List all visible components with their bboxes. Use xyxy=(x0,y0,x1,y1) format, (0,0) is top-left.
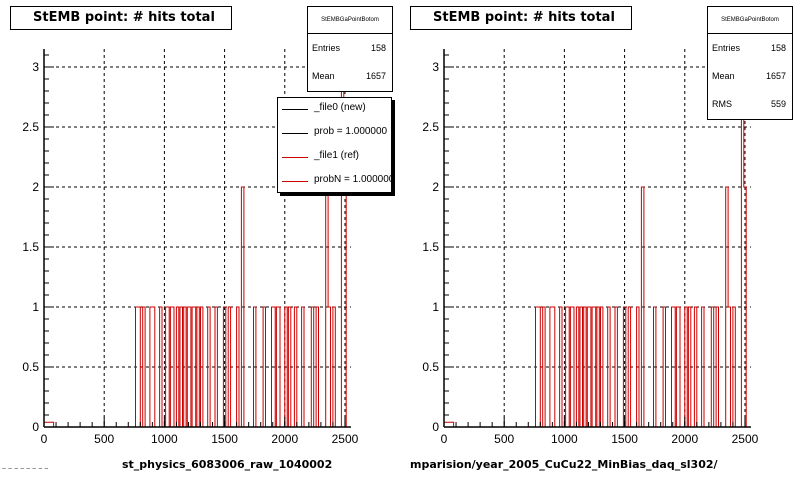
left-stats-mean: Mean 1657 xyxy=(308,62,392,90)
right-y-tick-label: 0 xyxy=(432,420,439,434)
right-plot-title: StEMB point: # hits total xyxy=(410,6,632,30)
right-stats-header: StEMBGaPointBotom xyxy=(708,7,792,34)
legend-swatch xyxy=(282,109,308,110)
right-x-tick-label: 1000 xyxy=(551,432,578,446)
legend-label: prob = 1.000000 xyxy=(314,126,388,137)
right-stats-mean-label: Mean xyxy=(712,71,735,81)
legend-swatch xyxy=(282,157,308,158)
right-stats-mean: Mean 1657 xyxy=(708,62,792,90)
left-y-tick-label: 3 xyxy=(32,60,39,74)
left-stats-mean-value: 1657 xyxy=(365,71,386,81)
legend-entry: probN = 1.000000 xyxy=(278,170,392,192)
left-stats-entries-value: 158 xyxy=(370,43,386,53)
legend-entry: _file1 (ref) xyxy=(278,146,391,170)
right-stats-entries-value: 158 xyxy=(770,43,786,53)
right-x-tick-label: 2500 xyxy=(732,432,759,446)
left-x-tick-label: 0 xyxy=(41,432,48,446)
legend-label: _file1 (ref) xyxy=(314,150,360,161)
right-y-tick-label: 3 xyxy=(432,60,439,74)
right-stats-entries-label: Entries xyxy=(712,43,741,53)
right-x-tick-label: 2000 xyxy=(671,432,698,446)
left-stats-entries: Entries 158 xyxy=(308,34,392,62)
legend-entry: prob = 1.000000 xyxy=(278,122,391,146)
right-stats-mean-value: 1657 xyxy=(765,71,786,81)
right-y-tick-label: 0.5 xyxy=(422,360,439,374)
left-legend: _file0 (new) prob = 1.000000 _file1 (ref… xyxy=(277,97,392,193)
left-x-tick-label: 1000 xyxy=(151,432,178,446)
right-x-axis-label: mparision/year_2005_CuCu22_MinBias_daq_s… xyxy=(410,458,718,471)
right-x-tick-label: 0 xyxy=(441,432,448,446)
footer-text: ~ ~ ~ ~ ~ ~ ~ ~ xyxy=(2,466,49,473)
right-y-tick-label: 2 xyxy=(432,180,439,194)
right-y-tick-label: 1.5 xyxy=(422,240,439,254)
legend-swatch xyxy=(282,133,308,134)
legend-entry: _file0 (new) xyxy=(278,98,391,122)
left-stats-mean-label: Mean xyxy=(312,71,335,81)
right-stats-rms-label: RMS xyxy=(712,99,732,109)
right-y-tick-label: 2.5 xyxy=(422,120,439,134)
legend-label: _file0 (new) xyxy=(314,102,366,113)
right-x-tick-label: 1500 xyxy=(611,432,638,446)
right-stats-rms-value: 559 xyxy=(770,99,786,109)
left-y-tick-label: 2.5 xyxy=(22,120,39,134)
left-x-tick-label: 2000 xyxy=(271,432,298,446)
right-stats-entries: Entries 158 xyxy=(708,34,792,62)
left-x-tick-label: 2500 xyxy=(332,432,359,446)
legend-swatch xyxy=(282,181,308,182)
left-stats-header: StEMBGaPointBotom xyxy=(308,7,392,34)
left-x-tick-label: 500 xyxy=(94,432,114,446)
left-y-tick-label: 1.5 xyxy=(22,240,39,254)
left-stats-entries-label: Entries xyxy=(312,43,341,53)
right-x-tick-label: 500 xyxy=(494,432,514,446)
legend-label: probN = 1.000000 xyxy=(314,174,392,185)
left-y-tick-label: 1 xyxy=(32,300,39,314)
right-y-tick-label: 1 xyxy=(432,300,439,314)
left-plot-title: StEMB point: # hits total xyxy=(10,6,232,30)
left-y-tick-label: 2 xyxy=(32,180,39,194)
left-x-tick-label: 1500 xyxy=(211,432,238,446)
left-stats-box: StEMBGaPointBotom Entries 158 Mean 1657 xyxy=(307,6,393,92)
right-stats-box: StEMBGaPointBotom Entries 158 Mean 1657 … xyxy=(707,6,793,120)
left-x-axis-label: st_physics_6083006_raw_1040002 xyxy=(122,458,333,471)
left-y-tick-label: 0 xyxy=(32,420,39,434)
left-y-tick-label: 0.5 xyxy=(22,360,39,374)
right-stats-rms: RMS 559 xyxy=(708,90,792,118)
